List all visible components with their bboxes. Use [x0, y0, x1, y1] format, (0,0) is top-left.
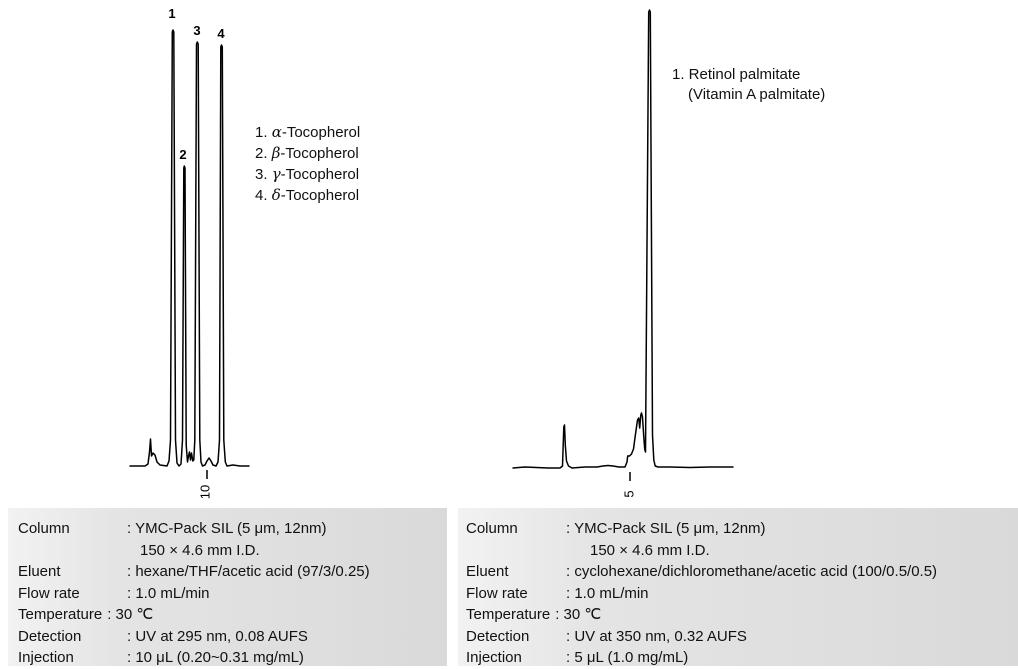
condition-value: : 1.0 mL/min — [566, 584, 649, 602]
condition-label: Eluent — [18, 563, 61, 580]
condition-label: Column — [466, 520, 518, 537]
condition-label: Column — [18, 520, 70, 537]
condition-value-line2: 150 × 4.6 mm I.D. — [590, 541, 710, 559]
condition-row-column: Column : YMC-Pack SIL (5 μm, 12nm) 150 × … — [466, 518, 1018, 561]
legend-item: 4. δ-Tocopherol — [255, 186, 360, 204]
retention-time-label-left: 10 — [197, 484, 213, 500]
condition-row-flow-rate: Flow rate : 1.0 mL/min — [18, 583, 447, 605]
legend-item: (Vitamin A palmitate) — [688, 86, 826, 103]
conditions-table-tocopherols: Column : YMC-Pack SIL (5 μm, 12nm) 150 × … — [8, 508, 447, 666]
condition-label: Flow rate — [466, 584, 528, 602]
condition-label: Detection — [18, 627, 82, 645]
condition-value: : 10 μL (0.20~0.31 mg/mL) — [127, 649, 304, 666]
condition-label: Eluent — [466, 563, 509, 580]
conditions-table-retinol: Column : YMC-Pack SIL (5 μm, 12nm) 150 × … — [458, 508, 1018, 666]
chromatogram-trace-retinol — [512, 9, 734, 469]
condition-label: Injection — [466, 649, 522, 666]
condition-row-detection: Detection : UV at 350 nm, 0.32 AUFS — [466, 626, 1018, 648]
greek-letter: γ — [271, 165, 281, 183]
greek-letter: α — [271, 123, 282, 141]
peak-number-label: 4 — [217, 26, 225, 41]
legend-item: 3. γ-Tocopherol — [255, 165, 360, 183]
condition-label: Injection — [18, 649, 74, 666]
greek-letter: δ — [271, 186, 281, 204]
condition-label: Temperature — [18, 606, 103, 623]
condition-label: Temperature — [466, 606, 551, 623]
condition-label: Flow rate — [18, 584, 80, 602]
condition-value: : 1.0 mL/min — [127, 584, 210, 602]
condition-label: Detection — [466, 627, 530, 645]
condition-value: : UV at 350 nm, 0.32 AUFS — [566, 627, 747, 645]
condition-row-temperature: Temperature: 30 ℃ — [466, 604, 1018, 626]
peak-number-label: 2 — [179, 147, 187, 162]
condition-value: : YMC-Pack SIL (5 μm, 12nm) — [127, 520, 327, 537]
greek-letter: β — [271, 144, 281, 162]
peak-number-label: 3 — [193, 23, 201, 38]
legend-item: 2. β-Tocopherol — [255, 144, 359, 162]
condition-row-temperature: Temperature: 30 ℃ — [18, 604, 447, 626]
condition-row-column: Column : YMC-Pack SIL (5 μm, 12nm) 150 × … — [18, 518, 447, 561]
condition-row-eluent: Eluent : hexane/THF/acetic acid (97/3/0.2… — [18, 561, 447, 583]
condition-value: : hexane/THF/acetic acid (97/3/0.25) — [127, 563, 370, 580]
condition-value-line2: 150 × 4.6 mm I.D. — [140, 541, 260, 559]
condition-value: : 5 μL (1.0 mg/mL) — [566, 649, 689, 666]
condition-value: : cyclohexane/dichloromethane/acetic aci… — [566, 563, 938, 580]
legend-retinol-palmitate: 1. Retinol palmitate (Vitamin A palmitat… — [672, 65, 825, 105]
chromatogram-trace-tocopherols — [129, 29, 250, 467]
chromatograms-canvas — [129, 9, 734, 481]
condition-value: : UV at 295 nm, 0.08 AUFS — [127, 627, 308, 645]
peak-number-label: 1 — [168, 6, 176, 21]
condition-row-injection: Injection : 5 μL (1.0 mg/mL) — [466, 647, 1018, 669]
retention-time-label-right: 5 — [621, 490, 637, 498]
condition-value: : 30 ℃ — [555, 606, 602, 623]
legend-tocopherols: 1. α-Tocopherol 2. β-Tocopherol 3. γ-Toc… — [255, 122, 360, 206]
condition-row-flow-rate: Flow rate : 1.0 mL/min — [466, 583, 1018, 605]
condition-value: : 30 ℃ — [107, 606, 154, 623]
condition-row-detection: Detection : UV at 295 nm, 0.08 AUFS — [18, 626, 447, 648]
condition-row-injection: Injection : 10 μL (0.20~0.31 mg/mL) — [18, 647, 447, 669]
condition-row-eluent: Eluent : cyclohexane/dichloromethane/acet… — [466, 561, 1018, 583]
legend-item: 1. α-Tocopherol — [255, 123, 361, 141]
legend-item: 1. Retinol palmitate — [672, 66, 801, 83]
condition-value: : YMC-Pack SIL (5 μm, 12nm) — [566, 520, 766, 537]
